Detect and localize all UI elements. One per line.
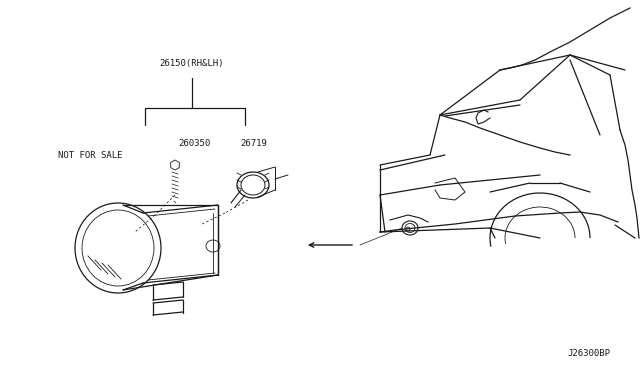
Text: 260350: 260350: [178, 139, 211, 148]
Text: 26150(RH&LH): 26150(RH&LH): [160, 59, 224, 68]
Text: J26300BP: J26300BP: [567, 349, 610, 358]
Text: 26719: 26719: [240, 139, 267, 148]
Circle shape: [406, 227, 410, 231]
Text: NOT FOR SALE: NOT FOR SALE: [58, 151, 122, 160]
